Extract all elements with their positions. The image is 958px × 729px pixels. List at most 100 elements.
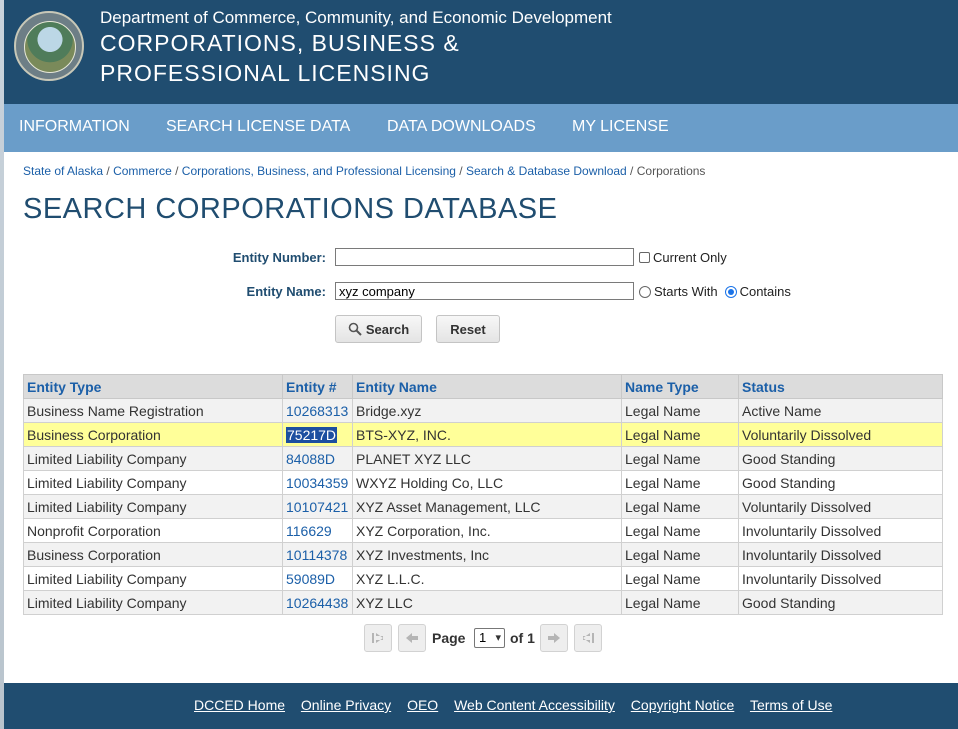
cell-entity-number: 116629 <box>282 518 353 543</box>
prev-page-button[interactable] <box>398 624 426 652</box>
cell-entity-number: 75217D <box>282 422 353 447</box>
reset-button-label: Reset <box>450 321 486 337</box>
entity-number-link[interactable]: 10264438 <box>286 594 349 611</box>
table-row: Nonprofit Corporation 116629 XYZ Corpora… <box>23 518 943 543</box>
entity-number-link[interactable]: 116629 <box>286 522 332 539</box>
cell-entity-type: Limited Liability Company <box>23 590 283 615</box>
entity-number-link[interactable]: 10114378 <box>286 546 348 563</box>
site-title-line2: PROFESSIONAL LICENSING <box>100 60 431 86</box>
cell-entity-name: XYZ Asset Management, LLC <box>352 494 622 519</box>
column-header-entity-number[interactable]: Entity # <box>282 374 353 399</box>
entity-number-label: Entity Number: <box>232 250 326 265</box>
page-select[interactable]: 1 <box>474 628 505 648</box>
arrow-left-icon <box>406 633 418 643</box>
nav-information[interactable]: INFORMATION <box>19 118 130 135</box>
main-nav: INFORMATION SEARCH LICENSE DATA DATA DOW… <box>4 104 958 152</box>
cell-status: Voluntarily Dissolved <box>738 494 943 519</box>
cell-entity-name: XYZ L.L.C. <box>352 566 622 591</box>
reset-button[interactable]: Reset <box>436 315 500 343</box>
page-label: Page <box>432 630 466 646</box>
table-row: Limited Liability Company 59089D XYZ L.L… <box>23 566 943 591</box>
cell-entity-number: 59089D <box>282 566 353 591</box>
entity-number-link[interactable]: 59089D <box>286 570 336 587</box>
first-page-button[interactable] <box>364 624 392 652</box>
entity-number-link[interactable]: 84088D <box>286 450 336 467</box>
cell-entity-number: 10107421 <box>282 494 353 519</box>
cell-status: Voluntarily Dissolved <box>738 422 943 447</box>
breadcrumb-separator: / <box>171 164 182 178</box>
footer-link-web-content-accessibility[interactable]: Web Content Accessibility <box>454 697 615 713</box>
nav-data-downloads[interactable]: DATA DOWNLOADS <box>387 118 536 135</box>
window-edge <box>0 0 4 729</box>
page-count-label: of 1 <box>510 630 535 646</box>
footer-link-dcced-home[interactable]: DCCED Home <box>194 697 286 713</box>
starts-with-radio[interactable] <box>639 285 651 298</box>
breadcrumb-separator: / <box>455 164 466 178</box>
cell-status: Good Standing <box>738 590 943 615</box>
cell-entity-number: 10034359 <box>282 470 353 495</box>
breadcrumb-separator: / <box>103 164 114 178</box>
breadcrumb-cbpl[interactable]: Corporations, Business, and Professional… <box>181 164 456 178</box>
table-row: Limited Liability Company 84088D PLANET … <box>23 446 943 471</box>
results-header-row: Entity Type Entity # Entity Name Name Ty… <box>23 374 943 399</box>
cell-entity-name: XYZ Investments, Inc <box>352 542 622 567</box>
site-footer: DCCED Home Online Privacy OEO Web Conten… <box>4 683 958 729</box>
table-row-highlighted: Business Corporation 75217D BTS-XYZ, INC… <box>23 422 943 447</box>
entity-number-link[interactable]: 75217D <box>286 426 338 443</box>
cell-entity-number: 10264438 <box>282 590 353 615</box>
current-only-label: Current Only <box>653 250 727 265</box>
cell-name-type: Legal Name <box>621 590 739 615</box>
footer-link-oeo[interactable]: OEO <box>407 697 439 713</box>
cell-entity-number: 10114378 <box>282 542 353 567</box>
current-only-checkbox[interactable] <box>639 252 650 263</box>
entity-name-input[interactable] <box>335 282 634 300</box>
nav-my-license[interactable]: MY LICENSE <box>572 118 669 135</box>
cell-entity-number: 10268313 <box>282 398 353 423</box>
entity-number-link[interactable]: 10034359 <box>286 474 349 491</box>
entity-number-input[interactable] <box>335 248 634 266</box>
footer-link-copyright-notice[interactable]: Copyright Notice <box>630 697 735 713</box>
entity-name-label: Entity Name: <box>246 284 326 299</box>
cell-entity-type: Limited Liability Company <box>23 446 283 471</box>
table-row: Limited Liability Company 10264438 XYZ L… <box>23 590 943 615</box>
footer-link-terms-of-use[interactable]: Terms of Use <box>749 697 833 713</box>
cell-entity-name: PLANET XYZ LLC <box>352 446 622 471</box>
site-title-line1: CORPORATIONS, BUSINESS & <box>100 30 460 56</box>
search-button[interactable]: Search <box>335 315 422 343</box>
cell-entity-name: WXYZ Holding Co, LLC <box>352 470 622 495</box>
column-header-name-type[interactable]: Name Type <box>621 374 739 399</box>
first-page-icon <box>372 633 383 643</box>
column-header-status[interactable]: Status <box>738 374 943 399</box>
cell-entity-type: Limited Liability Company <box>23 494 283 519</box>
contains-label[interactable]: Contains <box>739 284 791 299</box>
cell-name-type: Legal Name <box>621 518 739 543</box>
last-page-button[interactable] <box>574 624 602 652</box>
cell-entity-type: Limited Liability Company <box>23 566 283 591</box>
current-only-option[interactable]: Current Only <box>639 250 727 265</box>
breadcrumb-commerce[interactable]: Commerce <box>113 164 172 178</box>
next-page-button[interactable] <box>540 624 568 652</box>
column-header-entity-name[interactable]: Entity Name <box>352 374 622 399</box>
cell-name-type: Legal Name <box>621 494 739 519</box>
entity-number-link[interactable]: 10268313 <box>286 402 349 419</box>
cell-name-type: Legal Name <box>621 542 739 567</box>
breadcrumb-search-database-download[interactable]: Search & Database Download <box>465 164 627 178</box>
footer-link-online-privacy[interactable]: Online Privacy <box>300 697 392 713</box>
cell-status: Involuntarily Dissolved <box>738 542 943 567</box>
starts-with-label[interactable]: Starts With <box>654 284 718 299</box>
cell-entity-name: Bridge.xyz <box>352 398 622 423</box>
arrow-right-icon <box>548 633 560 643</box>
state-seal-icon[interactable] <box>14 11 84 81</box>
column-header-entity-type[interactable]: Entity Type <box>23 374 283 399</box>
cell-entity-type: Business Corporation <box>23 422 283 447</box>
results-table: Entity Type Entity # Entity Name Name Ty… <box>23 374 943 615</box>
breadcrumb-state-of-alaska[interactable]: State of Alaska <box>23 164 104 178</box>
cell-name-type: Legal Name <box>621 566 739 591</box>
entity-number-link[interactable]: 10107421 <box>286 498 349 515</box>
nav-search-license-data[interactable]: SEARCH LICENSE DATA <box>166 118 351 135</box>
cell-entity-type: Nonprofit Corporation <box>23 518 283 543</box>
cell-name-type: Legal Name <box>621 470 739 495</box>
contains-radio[interactable] <box>724 285 737 298</box>
cell-status: Good Standing <box>738 446 943 471</box>
table-row: Limited Liability Company 10034359 WXYZ … <box>23 470 943 495</box>
